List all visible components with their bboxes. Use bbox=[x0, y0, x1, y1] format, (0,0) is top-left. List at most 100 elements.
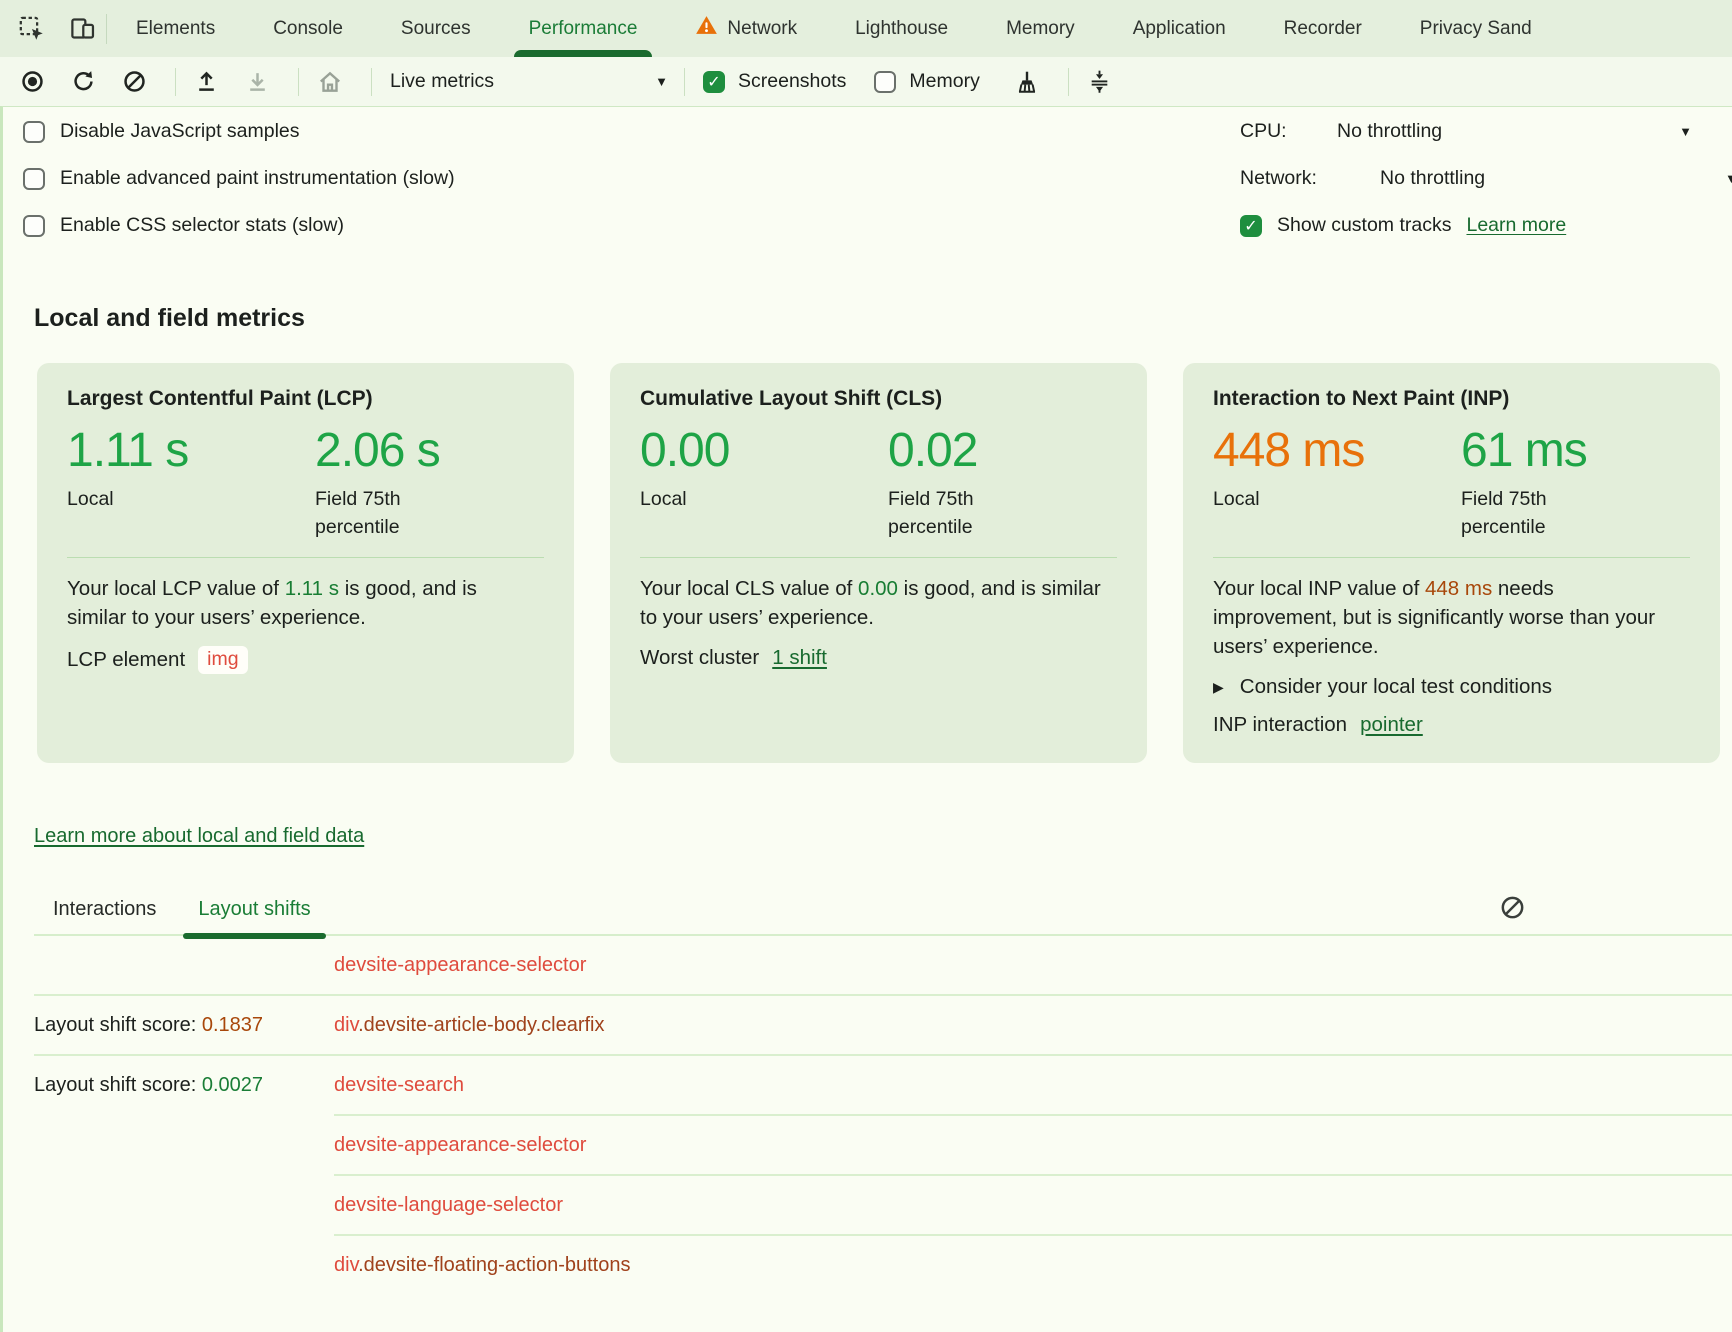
load-profile-icon[interactable] bbox=[194, 69, 219, 94]
lcp-element-link[interactable]: img bbox=[198, 646, 248, 674]
logs-tabbar: Interactions Layout shifts bbox=[34, 896, 1732, 939]
tab-recorder[interactable]: Recorder bbox=[1255, 0, 1391, 57]
css-selector-stats-checkbox[interactable] bbox=[23, 214, 45, 237]
local-test-conditions-label: Consider your local test conditions bbox=[1239, 675, 1552, 698]
chevron-down-icon: ▼ bbox=[655, 74, 668, 89]
device-toolbar-icon[interactable] bbox=[69, 15, 96, 42]
page-title: Local and field metrics bbox=[34, 304, 305, 332]
tab-elements[interactable]: Elements bbox=[107, 0, 244, 57]
inp-local-label: Local bbox=[1213, 488, 1260, 510]
row-divider bbox=[334, 1234, 1732, 1236]
shift-score-cell: Layout shift score: 0.1837 bbox=[34, 1014, 334, 1037]
screenshots-toggle[interactable]: ✓ Screenshots bbox=[703, 70, 846, 93]
tab-sources[interactable]: Sources bbox=[372, 0, 500, 57]
memory-checkbox[interactable] bbox=[874, 70, 897, 93]
lcp-local-value: 1.11 s bbox=[67, 424, 189, 477]
cls-local-label: Local bbox=[640, 488, 687, 510]
desc-text: needs improvement, but is significantly … bbox=[1213, 577, 1656, 658]
desc-value: 0.00 bbox=[858, 577, 898, 600]
tab-memory[interactable]: Memory bbox=[977, 0, 1104, 57]
inp-card: Interaction to Next Paint (INP) 448 ms L… bbox=[1183, 363, 1720, 763]
tab-console[interactable]: Console bbox=[244, 0, 372, 57]
cpu-throttling-select[interactable]: CPU: No throttling ▼ bbox=[1240, 120, 1714, 143]
advanced-paint-checkbox[interactable] bbox=[23, 167, 45, 190]
memory-label: Memory bbox=[909, 70, 980, 92]
tab-application[interactable]: Application bbox=[1104, 0, 1255, 57]
inspect-element-icon[interactable] bbox=[18, 15, 45, 42]
lcp-element-label: LCP element bbox=[67, 648, 186, 671]
home-icon[interactable] bbox=[317, 69, 343, 95]
tab-label: Memory bbox=[1006, 17, 1075, 39]
screenshots-checkbox[interactable]: ✓ bbox=[703, 70, 725, 93]
tab-label: Elements bbox=[136, 17, 216, 39]
tabbar-divider bbox=[106, 13, 107, 44]
css-selector-stats-label: Enable CSS selector stats (slow) bbox=[60, 214, 344, 236]
collapse-panel-icon[interactable] bbox=[1087, 69, 1112, 94]
shift-element-link[interactable]: div.devsite-floating-action-buttons bbox=[334, 1254, 630, 1277]
custom-tracks-toggle[interactable]: ✓ Show custom tracks Learn more bbox=[1240, 214, 1566, 237]
toolbar-separator bbox=[684, 67, 685, 96]
worst-cluster-link[interactable]: 1 shift bbox=[772, 646, 827, 669]
shift-score-label: Layout shift score: bbox=[34, 1013, 202, 1036]
cls-card-title: Cumulative Layout Shift (CLS) bbox=[640, 387, 943, 410]
toolbar-separator bbox=[1067, 67, 1069, 96]
record-button[interactable] bbox=[20, 69, 45, 94]
tabbar-icon-group bbox=[0, 0, 106, 57]
save-profile-icon[interactable] bbox=[245, 69, 270, 94]
shift-element-link[interactable]: div.devsite-article-body.clearfix bbox=[334, 1014, 604, 1037]
inp-description: Your local INP value of 448 ms needs imp… bbox=[1213, 574, 1675, 661]
shift-element-link[interactable]: devsite-appearance-selector bbox=[334, 953, 587, 976]
learn-more-local-field-link[interactable]: Learn more about local and field data bbox=[34, 825, 365, 847]
shift-score-value: 0.1837 bbox=[201, 1013, 264, 1036]
shift-score-value: 0.0027 bbox=[201, 1073, 264, 1096]
element-classes: .devsite-article-body.clearfix bbox=[358, 1013, 605, 1036]
custom-tracks-learn-more-link[interactable]: Learn more bbox=[1466, 214, 1567, 236]
cls-description: Your local CLS value of 0.00 is good, an… bbox=[640, 574, 1102, 632]
element-tag: div bbox=[334, 1013, 359, 1036]
local-test-conditions-expander[interactable]: ▶ Consider your local test conditions bbox=[1213, 675, 1690, 699]
row-divider bbox=[34, 1054, 1732, 1056]
reload-record-button[interactable] bbox=[71, 69, 96, 94]
memory-toggle[interactable]: Memory bbox=[874, 70, 980, 93]
disable-js-samples-toggle[interactable]: Disable JavaScript samples bbox=[23, 120, 300, 143]
tab-privacy-sandbox[interactable]: Privacy Sand bbox=[1391, 0, 1561, 57]
cpu-label: CPU: bbox=[1240, 120, 1287, 142]
custom-tracks-checkbox[interactable]: ✓ bbox=[1240, 214, 1262, 237]
toolbar-separator bbox=[175, 67, 176, 96]
cpu-throttling-value: No throttling bbox=[1337, 120, 1443, 142]
layout-shift-row: Layout shift score: 0.0027 devsite-searc… bbox=[34, 1056, 1732, 1114]
lcp-local-label: Local bbox=[67, 488, 114, 510]
row-divider bbox=[34, 994, 1732, 996]
shift-score-label: Layout shift score: bbox=[34, 1073, 202, 1096]
network-throttling-select[interactable]: Network: No throttling ▼ bbox=[1240, 167, 1732, 190]
tab-lighthouse[interactable]: Lighthouse bbox=[826, 0, 977, 57]
clear-recordings-button[interactable] bbox=[122, 69, 147, 94]
network-throttling-value: No throttling bbox=[1380, 167, 1486, 189]
tab-network[interactable]: Network bbox=[666, 0, 826, 57]
metric-cards: Largest Contentful Paint (LCP) 1.11 s Lo… bbox=[37, 363, 1732, 763]
card-divider bbox=[1213, 557, 1690, 558]
tab-label: Lighthouse bbox=[855, 17, 949, 39]
disable-js-samples-checkbox[interactable] bbox=[23, 120, 45, 143]
clear-log-icon[interactable] bbox=[1499, 894, 1526, 927]
shift-element-link[interactable]: devsite-appearance-selector bbox=[334, 1133, 587, 1156]
desc-text: Your local LCP value of bbox=[67, 577, 285, 600]
advanced-paint-toggle[interactable]: Enable advanced paint instrumentation (s… bbox=[23, 167, 455, 190]
collect-garbage-icon[interactable] bbox=[1014, 69, 1040, 95]
custom-tracks-label: Show custom tracks bbox=[1277, 214, 1452, 236]
tab-interactions[interactable]: Interactions bbox=[53, 898, 157, 920]
layout-shift-row: Layout shift score: 0.1837 div.devsite-a… bbox=[34, 996, 1732, 1054]
tab-layout-shifts[interactable]: Layout shifts bbox=[183, 898, 327, 939]
tab-performance[interactable]: Performance bbox=[500, 0, 667, 57]
css-selector-stats-toggle[interactable]: Enable CSS selector stats (slow) bbox=[23, 214, 344, 237]
element-classes: .devsite-floating-action-buttons bbox=[358, 1253, 631, 1276]
card-divider bbox=[67, 557, 544, 558]
panel-mode-select[interactable]: Live metrics ▼ bbox=[390, 70, 668, 93]
tab-label: Privacy Sand bbox=[1419, 17, 1532, 39]
shift-element-link[interactable]: devsite-search bbox=[334, 1073, 465, 1096]
shift-element-link[interactable]: devsite-language-selector bbox=[334, 1193, 564, 1216]
desc-text: is good, and is similar to your users’ e… bbox=[640, 577, 1101, 629]
toolbar-separator bbox=[298, 67, 299, 96]
inp-interaction-link[interactable]: pointer bbox=[1360, 713, 1423, 736]
cls-card: Cumulative Layout Shift (CLS) 0.00 Local… bbox=[610, 363, 1147, 763]
